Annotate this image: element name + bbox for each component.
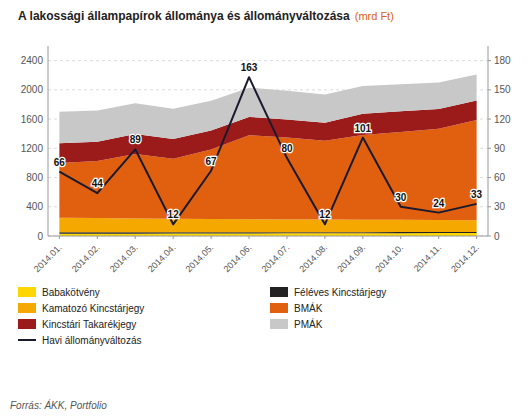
legend-label: BMÁK xyxy=(294,302,323,314)
data-label: 66 xyxy=(54,157,66,168)
x-tick xyxy=(211,236,212,239)
legend-swatch xyxy=(18,287,36,297)
data-label: 30 xyxy=(395,192,407,203)
y2-tick-label: 150 xyxy=(494,84,511,95)
data-labels: 66 44 89 12 67 163 80 12 101 30 24 33 xyxy=(54,62,483,220)
data-label: 89 xyxy=(130,134,142,145)
y2-tick-label: 90 xyxy=(494,143,506,154)
legend-label: Kamatozó Kincstárjegy xyxy=(42,303,144,314)
data-label: 80 xyxy=(281,143,293,154)
x-tick-label: 2014.11. xyxy=(412,242,443,273)
data-label: 163 xyxy=(241,62,258,73)
legend-swatch xyxy=(18,339,36,341)
legend-swatch xyxy=(18,303,36,313)
legend-label: Havi állományváltozás xyxy=(42,335,142,346)
line xyxy=(59,77,476,224)
x-axis xyxy=(48,236,488,237)
data-label: 101 xyxy=(354,123,371,134)
area xyxy=(59,218,476,233)
y2-axis xyxy=(488,46,489,236)
x-tick-label: 2014.03. xyxy=(108,242,140,274)
data-label: 24 xyxy=(433,198,445,209)
y-tick-label: 0 xyxy=(37,231,43,242)
x-tick-label: 2014.12. xyxy=(449,242,481,274)
x-tick xyxy=(59,236,60,239)
x-tick xyxy=(135,236,136,239)
y-tick-label: 2400 xyxy=(21,55,44,66)
x-tick-label: 2014.10. xyxy=(373,242,405,274)
data-label: 12 xyxy=(319,209,331,220)
data-label: 33 xyxy=(471,189,483,200)
x-tick xyxy=(286,236,287,239)
x-tick-label: 2014.08. xyxy=(297,242,329,274)
data-label: 67 xyxy=(206,156,218,167)
y2-tick-label: 30 xyxy=(494,201,506,212)
x-tick xyxy=(324,236,325,239)
x-tick-label: 2014.07. xyxy=(260,242,292,274)
legend-label: Babakötvény xyxy=(42,287,100,298)
legend-label: PMÁK xyxy=(294,318,323,330)
y-tick-label: 800 xyxy=(26,172,43,183)
x-tick-label: 2014.02. xyxy=(70,242,102,274)
y2-tick-label: 60 xyxy=(494,172,506,183)
x-tick-label: 2014.06. xyxy=(222,242,254,274)
legend-label: Féléves Kincstárjegy xyxy=(294,287,386,298)
grid-line xyxy=(48,60,488,61)
y-tick-label: 2000 xyxy=(21,84,44,95)
y-axis xyxy=(48,46,49,236)
x-tick-label: 2014.01. xyxy=(32,242,64,274)
x-tick-label: 2014.05. xyxy=(184,242,216,274)
title: A lakossági állampapírok állománya és ál… xyxy=(18,9,350,23)
plot-area xyxy=(59,75,476,237)
x-tick xyxy=(438,236,439,239)
area xyxy=(59,75,476,144)
x-tick xyxy=(476,236,477,239)
x-tick-label: 2014.04. xyxy=(146,242,178,274)
grid-line xyxy=(48,236,488,237)
data-label: 44 xyxy=(92,178,104,189)
x-tick xyxy=(400,236,401,239)
y2-tick-label: 0 xyxy=(494,231,500,242)
y-tick-label: 1600 xyxy=(21,114,44,125)
grid xyxy=(48,61,488,236)
x-tick xyxy=(249,236,250,239)
source: Forrás: ÁKK, Portfolio xyxy=(10,399,107,411)
y-tick-label: 1200 xyxy=(21,143,44,154)
legend-label: Kincstári Takarékjegy xyxy=(42,319,136,330)
y2-tick-label: 120 xyxy=(494,114,511,125)
subtitle: (mrd Ft) xyxy=(355,10,394,22)
data-label: 12 xyxy=(168,209,180,220)
legend-swatch xyxy=(270,303,288,313)
x-tick-label: 2014.09. xyxy=(335,242,367,274)
legend-swatch xyxy=(270,287,288,297)
y-tick-label: 400 xyxy=(26,201,43,212)
legend: Babakötvény Féléves Kincstárjegy Kamatozó … xyxy=(18,287,386,346)
chart: A lakossági állampapírok állománya és ál… xyxy=(0,0,531,417)
x-tick xyxy=(97,236,98,239)
x-tick xyxy=(362,236,363,239)
x-tick xyxy=(173,236,174,239)
legend-swatch xyxy=(270,319,288,329)
y2-tick-label: 180 xyxy=(494,55,511,66)
legend-swatch xyxy=(18,319,36,329)
